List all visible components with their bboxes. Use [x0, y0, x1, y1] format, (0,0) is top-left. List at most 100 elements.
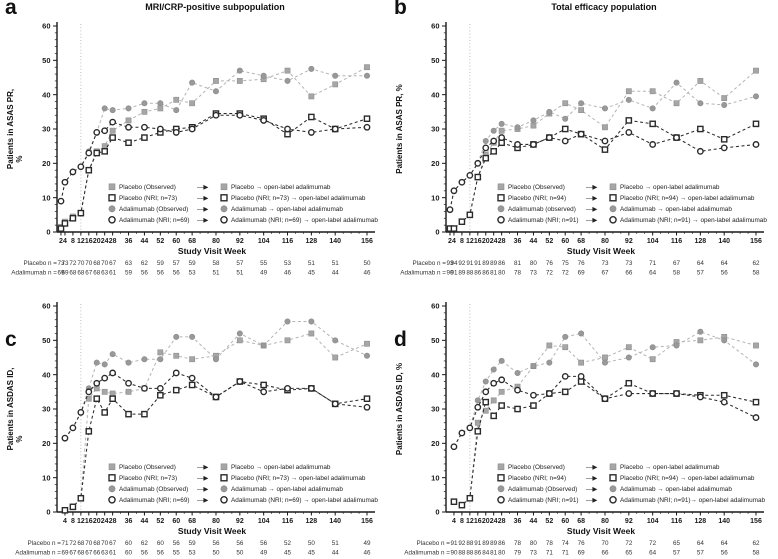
svg-text:8: 8 — [71, 518, 75, 525]
svg-text:67: 67 — [85, 550, 93, 557]
svg-text:16: 16 — [474, 518, 482, 525]
svg-text:80: 80 — [601, 238, 609, 245]
svg-text:116: 116 — [282, 518, 293, 525]
svg-text:20: 20 — [482, 238, 490, 245]
svg-text:8: 8 — [71, 238, 75, 245]
svg-text:Placebo (NRI; n=73) → open-lab: Placebo (NRI; n=73) → open-label adalimu… — [231, 195, 366, 202]
svg-text:56: 56 — [141, 270, 149, 277]
series-adalimumab-nri-n-91 — [446, 129, 760, 214]
svg-text:84: 84 — [482, 550, 490, 557]
svg-text:44: 44 — [332, 270, 340, 277]
svg-text:57: 57 — [173, 260, 181, 267]
svg-text:16: 16 — [85, 238, 93, 245]
panel-letter-b: b — [394, 0, 407, 19]
svg-text:92: 92 — [625, 518, 633, 525]
svg-text:68: 68 — [188, 238, 196, 245]
svg-text:Adalimumab (NRI; n=69) → open-: Adalimumab (NRI; n=69) → open-label adal… — [231, 217, 378, 224]
svg-text:57: 57 — [236, 260, 244, 267]
svg-text:68: 68 — [77, 270, 85, 277]
svg-text:91: 91 — [450, 540, 458, 547]
svg-text:73: 73 — [625, 260, 633, 267]
svg-text:68: 68 — [93, 540, 101, 547]
svg-text:Placebo n =: Placebo n = — [24, 260, 58, 267]
svg-text:64: 64 — [721, 260, 729, 267]
svg-text:Adalimumab (NRI; n=69): Adalimumab (NRI; n=69) — [119, 497, 190, 504]
svg-text:62: 62 — [141, 540, 149, 547]
svg-text:55: 55 — [260, 260, 268, 267]
svg-text:30: 30 — [42, 125, 50, 134]
svg-text:12: 12 — [77, 518, 85, 525]
svg-text:—▶: —▶ — [586, 464, 597, 471]
legend: Placebo (Observed) —▶ Placebo → open-label… — [497, 463, 766, 504]
x-axis-title: Study Visit Week — [178, 526, 246, 536]
svg-text:66: 66 — [601, 550, 609, 557]
svg-text:81: 81 — [490, 550, 498, 557]
svg-text:68: 68 — [577, 518, 585, 525]
svg-text:56: 56 — [260, 540, 268, 547]
svg-text:28: 28 — [109, 238, 117, 245]
svg-text:24: 24 — [101, 238, 109, 245]
panel-title-a: MRI/CRP-positive subpopulation — [145, 2, 285, 12]
svg-text:10: 10 — [431, 193, 439, 202]
svg-text:12: 12 — [466, 238, 474, 245]
svg-text:20: 20 — [93, 518, 101, 525]
svg-text:Adalimumab n =: Adalimumab n = — [15, 550, 61, 557]
svg-text:60: 60 — [431, 22, 439, 31]
svg-text:Adalimumab → open-label adalim: Adalimumab → open-label adalimumab — [231, 486, 343, 493]
svg-text:30: 30 — [431, 405, 439, 414]
svg-text:73: 73 — [530, 270, 538, 277]
svg-text:0: 0 — [46, 228, 50, 237]
svg-text:60: 60 — [125, 550, 133, 557]
svg-text:67: 67 — [109, 260, 117, 267]
svg-text:61: 61 — [109, 270, 117, 277]
svg-text:80: 80 — [212, 518, 220, 525]
svg-text:59: 59 — [125, 270, 133, 277]
svg-text:92: 92 — [625, 238, 633, 245]
svg-text:70: 70 — [77, 260, 85, 267]
svg-text:—▶: —▶ — [586, 475, 597, 482]
svg-text:Adalimumab → open-label adalim: Adalimumab → open-label adalimumab — [620, 206, 732, 213]
svg-text:80: 80 — [498, 550, 506, 557]
svg-text:64: 64 — [697, 260, 705, 267]
svg-text:72: 72 — [546, 270, 554, 277]
svg-text:68: 68 — [93, 270, 101, 277]
svg-text:59: 59 — [189, 540, 197, 547]
n-rows: Placebo n = 91 92 88 91 89 89 86 78 80 78 74 76 70 72 7… — [404, 540, 760, 557]
y-axis-title: Patients in ASDAS ID, % — [395, 363, 404, 455]
svg-text:Placebo (NRI; n=94): Placebo (NRI; n=94) — [508, 475, 566, 482]
svg-text:51: 51 — [332, 540, 340, 547]
svg-text:—▶: —▶ — [197, 206, 208, 213]
svg-text:Placebo → open-label adalimuma: Placebo → open-label adalimumab — [620, 464, 720, 471]
svg-text:68: 68 — [188, 518, 196, 525]
svg-text:28: 28 — [498, 518, 506, 525]
svg-text:Adalimumab n =: Adalimumab n = — [400, 270, 446, 277]
svg-text:0: 0 — [435, 508, 439, 517]
svg-text:Placebo n =: Placebo n = — [28, 540, 62, 547]
svg-text:52: 52 — [545, 238, 553, 245]
svg-text:20: 20 — [42, 439, 50, 448]
svg-text:58: 58 — [673, 270, 681, 277]
svg-text:16: 16 — [474, 238, 482, 245]
svg-text:24: 24 — [101, 518, 109, 525]
svg-text:57: 57 — [673, 550, 681, 557]
svg-text:44: 44 — [530, 238, 538, 245]
svg-text:—▶: —▶ — [197, 497, 208, 504]
svg-text:73: 73 — [601, 260, 609, 267]
svg-text:—▶: —▶ — [586, 195, 597, 202]
svg-text:56: 56 — [212, 540, 220, 547]
svg-text:69: 69 — [578, 270, 586, 277]
series-placebo-nri-n-94 — [446, 117, 760, 232]
svg-text:128: 128 — [695, 518, 707, 525]
svg-text:69: 69 — [61, 550, 69, 557]
svg-text:—▶: —▶ — [197, 195, 208, 202]
svg-text:72: 72 — [649, 540, 657, 547]
svg-text:Placebo (NRI; n=94) → open-lab: Placebo (NRI; n=94) → open-label adalimu… — [620, 475, 755, 482]
svg-text:89: 89 — [490, 540, 498, 547]
svg-text:68: 68 — [77, 540, 85, 547]
svg-text:69: 69 — [578, 550, 586, 557]
x-axis-title: Study Visit Week — [178, 246, 246, 256]
svg-text:64: 64 — [649, 270, 657, 277]
